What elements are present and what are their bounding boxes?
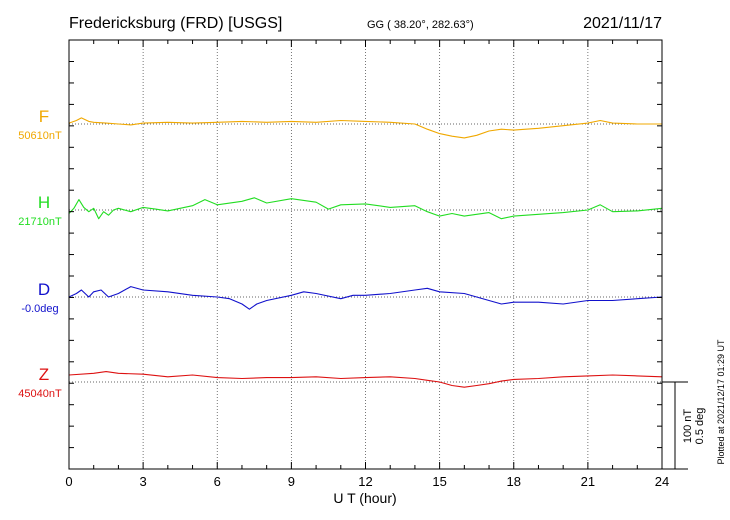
x-tick-label: 12 [358,474,372,489]
x-tick-label: 15 [432,474,446,489]
series-name-z: Z [39,365,49,384]
x-tick-label: 24 [655,474,669,489]
series-baseline-label-z: 45040nT [18,388,62,400]
series-layer [68,117,663,388]
series-name-f: F [39,107,49,126]
scale-nt-label: 100 nT [682,409,694,444]
series-line-f [68,117,662,139]
scale-deg-label: 0.5 deg [694,408,706,445]
chart-title: Fredericksburg (FRD) [USGS] [69,15,282,32]
x-tick-label: 9 [288,474,295,489]
x-tick-label: 18 [507,474,521,489]
axis-ticks [68,40,663,469]
series-line-z [68,371,663,388]
series-baseline-label-h: 21710nT [18,216,62,228]
x-tick-label: 0 [65,474,72,489]
grid-lines [142,40,589,469]
series-baseline-label-d: -0.0deg [21,303,58,315]
x-tick-labels: 0 3 6 9 12 15 18 21 24 [65,474,669,489]
x-tick-label: 3 [140,474,147,489]
series-name-h: H [38,193,50,212]
scale-bar: 100 nT 0.5 deg [662,381,706,470]
series-line-d [68,286,663,310]
station-coordinates: GG ( 38.20°, 282.63°) [367,19,474,31]
series-labels: F 50610nT H 21710nT D -0.0deg Z 45040nT [18,107,62,400]
x-axis-label: U T (hour) [333,490,396,506]
series-name-d: D [38,280,50,299]
series-line-h [68,197,663,220]
plotted-at-note: Plotted at 2021/12/17 01:29 UT [716,339,726,465]
series-baseline-label-f: 50610nT [18,130,62,142]
plot-date: 2021/11/17 [583,15,662,32]
plot-frame [68,39,663,470]
x-tick-label: 6 [214,474,221,489]
x-tick-label: 21 [581,474,595,489]
